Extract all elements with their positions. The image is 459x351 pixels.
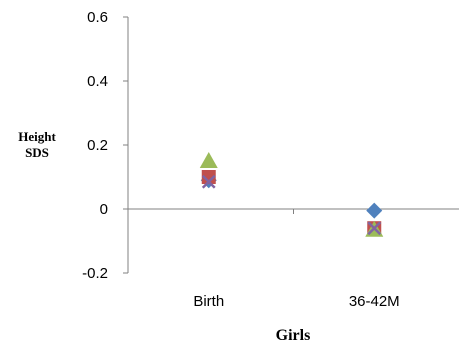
x-tick-label: 36-42M	[349, 293, 400, 310]
data-point-triangle	[199, 152, 218, 168]
x-tick-label: Birth	[193, 293, 224, 310]
y-tick-labels: -0.2 0 0.2 0.4 0.6	[82, 9, 108, 282]
axes	[123, 16, 459, 274]
y-tick-label: 0.6	[87, 9, 108, 26]
y-axis-title-line-1: Height	[18, 129, 56, 144]
data-point-diamond	[366, 202, 383, 219]
data-point-x-stroke	[201, 174, 216, 189]
data-point-x-stroke	[367, 221, 382, 236]
y-axis-title-line-2: SDS	[25, 145, 49, 160]
y-tick-label: -0.2	[82, 265, 108, 282]
data-point-x	[367, 221, 382, 236]
data-points	[199, 152, 384, 237]
data-point-x	[201, 174, 216, 189]
x-tick-labels: Birth 36-42M	[193, 293, 399, 310]
y-tick-label: 0	[100, 201, 108, 218]
y-tick-label: 0.4	[87, 73, 108, 90]
y-tick-label: 0.2	[87, 137, 108, 154]
data-point-square	[201, 170, 216, 184]
x-axis-title: Girls	[276, 327, 311, 344]
